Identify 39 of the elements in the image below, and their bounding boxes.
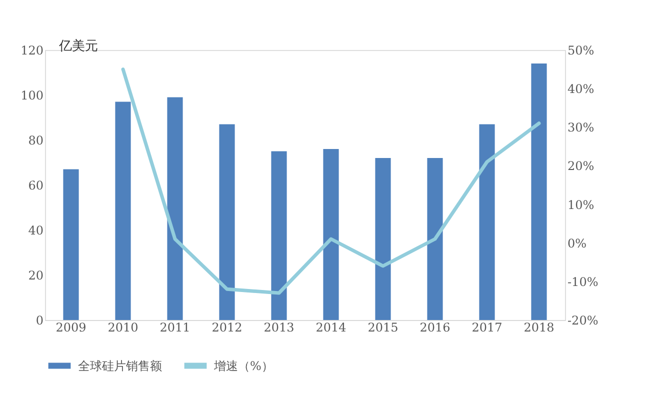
x-tick-label: 2010 bbox=[108, 320, 138, 334]
x-tick-label: 2012 bbox=[212, 320, 242, 334]
y2-tick-label: 30% bbox=[568, 120, 594, 135]
y-tick-label: 40 bbox=[28, 224, 44, 238]
x-tick-label: 2016 bbox=[420, 320, 450, 334]
x-tick-label: 2014 bbox=[316, 320, 347, 334]
bar bbox=[219, 124, 235, 320]
y-tick-label: 60 bbox=[28, 178, 44, 192]
y2-tick-label: 0% bbox=[568, 236, 587, 250]
y-tick-label: 0 bbox=[36, 314, 44, 328]
x-tick-label: 2015 bbox=[368, 320, 398, 334]
bar bbox=[115, 102, 131, 320]
y2-tick-label: -10% bbox=[568, 274, 598, 289]
bar bbox=[375, 158, 391, 320]
legend-label: 全球硅片销售额 bbox=[78, 358, 162, 373]
bar bbox=[63, 169, 79, 320]
y2-tick-label: 20% bbox=[568, 159, 594, 174]
bar bbox=[323, 149, 339, 320]
y2-tick-label: 40% bbox=[568, 82, 594, 96]
legend-label: 增速（%） bbox=[213, 358, 274, 373]
line-series bbox=[121, 68, 541, 295]
bar bbox=[479, 124, 495, 320]
x-tick-label: 2013 bbox=[264, 320, 294, 334]
x-tick-label: 2009 bbox=[56, 320, 86, 334]
x-tick-label: 2017 bbox=[472, 320, 502, 334]
y-tick-label: 80 bbox=[28, 134, 44, 148]
bar bbox=[271, 151, 287, 320]
y-tick-label: 20 bbox=[28, 268, 44, 282]
x-tick-label: 2018 bbox=[524, 320, 554, 334]
x-tick-label: 2011 bbox=[160, 320, 190, 334]
y-axis-title: 亿美元 bbox=[58, 38, 98, 54]
y2-tick-label: -20% bbox=[568, 314, 598, 328]
y-tick-label: 100 bbox=[20, 88, 44, 102]
y2-tick-label: 50% bbox=[568, 44, 594, 58]
y-tick-label: 120 bbox=[20, 44, 44, 58]
y2-tick-label: 10% bbox=[568, 198, 594, 212]
bar bbox=[531, 64, 547, 320]
bar bbox=[427, 158, 443, 320]
bar bbox=[167, 97, 183, 320]
